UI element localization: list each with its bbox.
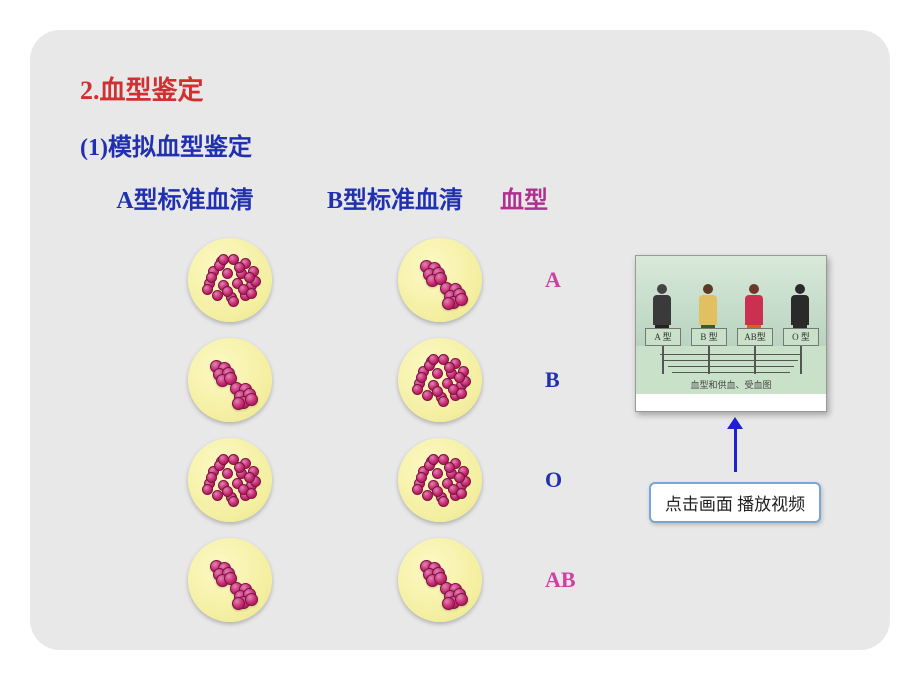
blood-type-label: B xyxy=(545,367,615,393)
header-b-serum: B型标准血清 xyxy=(290,180,500,215)
type-box-label: B 型 xyxy=(691,328,727,346)
petri-dish xyxy=(188,538,272,622)
video-thumb-arrows: 血型和供血、受血图 xyxy=(636,346,826,394)
dish-grid: ABOAB xyxy=(125,230,615,630)
dish-row: A xyxy=(125,230,615,330)
right-panel: A 型 B 型 AB型 O 型 血型和供血、受血图 点击画面 播放视频 xyxy=(635,255,835,523)
blood-type-label: A xyxy=(545,267,615,293)
video-thumb-figures: A 型 B 型 AB型 O 型 xyxy=(636,256,826,346)
dish-row: O xyxy=(125,430,615,530)
slide-container: 2.血型鉴定 (1)模拟血型鉴定 A型标准血清 B型标准血清 血型 AB O A B … xyxy=(0,0,920,690)
section-title: 2.血型鉴定 xyxy=(80,70,840,107)
blood-type-label: AB xyxy=(545,567,615,593)
petri-dish xyxy=(398,238,482,322)
petri-dish xyxy=(188,238,272,322)
column-headers: A型标准血清 B型标准血清 血型 xyxy=(80,180,840,215)
header-a-serum: A型标准血清 xyxy=(80,180,290,215)
slide-inner: 2.血型鉴定 (1)模拟血型鉴定 A型标准血清 B型标准血清 血型 AB O A B … xyxy=(30,30,890,650)
petri-dish xyxy=(398,338,482,422)
petri-dish xyxy=(188,438,272,522)
type-box-label: AB型 xyxy=(737,328,773,346)
video-thumb-caption: 血型和供血、受血图 xyxy=(636,346,826,391)
video-thumbnail[interactable]: A 型 B 型 AB型 O 型 血型和供血、受血图 xyxy=(635,255,827,412)
up-arrow-icon xyxy=(734,427,737,472)
petri-dish xyxy=(398,538,482,622)
dish-row: AB xyxy=(125,530,615,630)
play-video-button[interactable]: 点击画面 播放视频 xyxy=(649,482,821,523)
header-blood-type: 血型 xyxy=(500,180,580,215)
petri-dish xyxy=(188,338,272,422)
dish-row: B xyxy=(125,330,615,430)
petri-dish xyxy=(398,438,482,522)
type-box-label: O 型 xyxy=(783,328,819,346)
type-box-label: A 型 xyxy=(645,328,681,346)
blood-type-label: O xyxy=(545,467,615,493)
section-subtitle: (1)模拟血型鉴定 xyxy=(80,127,840,162)
